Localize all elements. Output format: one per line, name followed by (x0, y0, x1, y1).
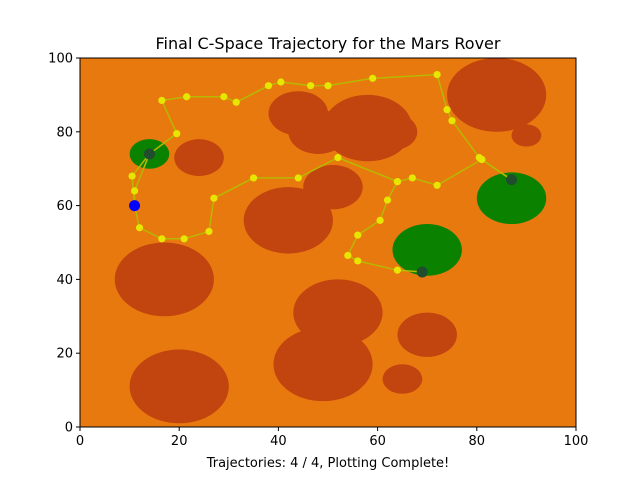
x-tick-label: 80 (469, 434, 486, 449)
y-tick-label: 20 (56, 347, 73, 362)
waypoint-5-6 (354, 257, 362, 265)
obstacle-3 (367, 113, 418, 151)
waypoint-3-6 (334, 154, 342, 162)
y-tick-label: 80 (56, 125, 73, 140)
x-tick-label: 0 (76, 434, 84, 449)
waypoint-3-4 (408, 174, 416, 182)
y-tick-label: 100 (48, 52, 73, 67)
obstacle-1 (447, 58, 547, 132)
y-tick-label: 40 (56, 273, 73, 288)
waypoint-2-11 (369, 74, 377, 82)
waypoint-3-12 (158, 235, 166, 243)
waypoint-2-13 (443, 106, 451, 114)
waypoint-3-3 (433, 181, 441, 189)
waypoint-3-13 (135, 224, 144, 232)
x-axis-label: Trajectories: 4 / 4, Plotting Complete! (206, 456, 450, 471)
waypoint-2-5 (220, 93, 228, 101)
waypoint-3-10 (205, 227, 213, 236)
obstacles-layer (114, 58, 547, 424)
waypoint-3-11 (180, 235, 188, 243)
obstacle-15 (129, 349, 229, 424)
waypoint-2-12 (433, 71, 441, 79)
y-axis: 0 20 40 60 80 100 (48, 52, 80, 436)
x-tick-label: 60 (369, 434, 386, 449)
waypoint-5-4 (354, 231, 362, 239)
y-tick-label: 60 (56, 199, 73, 214)
trajectory-5 (346, 181, 423, 273)
obstacle-9 (243, 187, 333, 254)
waypoint-2-6 (232, 98, 240, 106)
goal-zones-layer (129, 139, 547, 276)
waypoint-2-7 (264, 82, 273, 90)
waypoint-3-2 (478, 155, 486, 164)
obstacle-5 (288, 109, 348, 154)
waypoint-2-4 (183, 93, 191, 101)
waypoint-5-2 (383, 196, 392, 204)
waypoint-1-2 (128, 172, 136, 180)
obstacle-12 (397, 312, 457, 357)
goal-point-1 (143, 148, 155, 160)
markers-layer (128, 71, 518, 278)
waypoint-2-14 (448, 117, 456, 125)
waypoint-2-10 (324, 82, 332, 90)
x-tick-label: 100 (564, 434, 589, 449)
waypoint-3-8 (250, 174, 258, 182)
waypoint-5-1 (393, 178, 402, 186)
waypoint-2-8 (277, 78, 285, 86)
waypoint-2-9 (307, 82, 315, 90)
trajectory-3 (133, 156, 512, 240)
chart-title: Final C-Space Trajectory for the Mars Ro… (156, 34, 501, 53)
goal-point-3 (416, 266, 428, 278)
obstacle-6 (174, 139, 224, 177)
goal-zone-3 (392, 224, 462, 276)
waypoint-5-5 (344, 251, 352, 260)
x-axis: 0 20 40 60 80 100 (76, 427, 589, 449)
y-tick-label: 0 (65, 421, 73, 436)
plot-area (79, 57, 577, 428)
waypoint-3-9 (210, 194, 218, 202)
plot-frame (79, 57, 577, 428)
waypoint-4-2 (130, 187, 139, 195)
waypoint-5-3 (376, 216, 384, 224)
obstacle-13 (273, 327, 373, 402)
obstacle-14 (382, 364, 423, 394)
obstacle-10 (114, 242, 214, 317)
x-tick-label: 20 (171, 434, 188, 449)
goal-point-2 (506, 174, 518, 186)
goal-zone-2 (476, 172, 547, 225)
waypoint-5-7 (393, 266, 402, 274)
obstacle-7 (511, 124, 542, 147)
waypoint-3-7 (294, 174, 302, 182)
x-tick-label: 40 (270, 434, 287, 449)
waypoint-2-3 (158, 96, 166, 105)
start-point (129, 200, 141, 212)
waypoint-2-2 (173, 130, 181, 138)
